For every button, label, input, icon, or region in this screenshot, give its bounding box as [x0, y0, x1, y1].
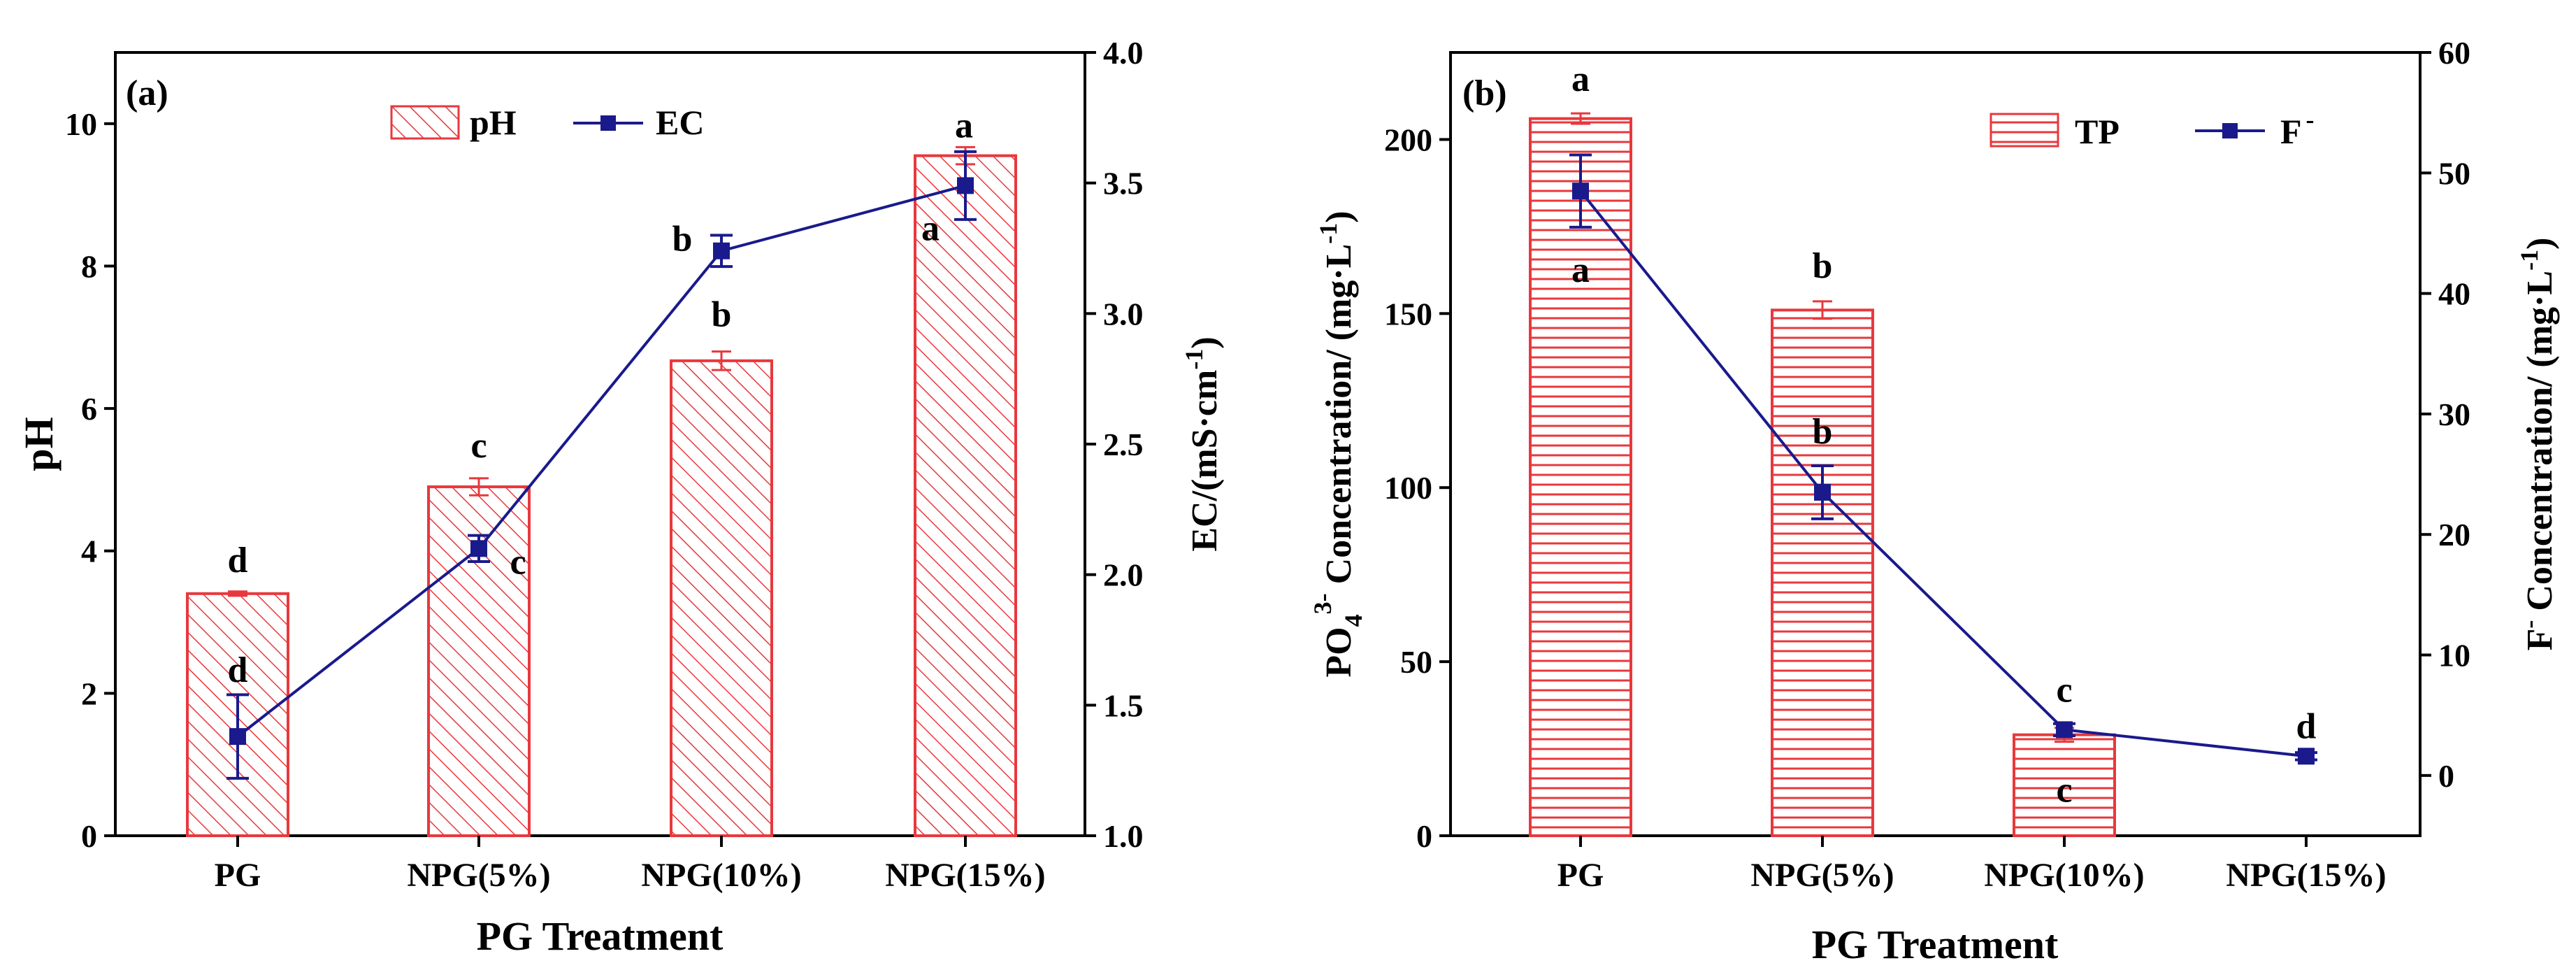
significance-letter: c [470, 426, 487, 466]
point-F--PG [1572, 183, 1589, 200]
x-tick-label: PG [1557, 857, 1604, 894]
series-line-EC [236, 184, 966, 738]
panel-a-right-axis: 1.0 1.5 2.0 2.5 3.0 3.5 4.0 [1085, 35, 1144, 854]
x-tick-label: NPG(5%) [407, 857, 550, 894]
y2-tick-label: 20 [2438, 517, 2470, 552]
bar-NPG(10%) [670, 359, 773, 837]
panel-a-left-axis: 0 2 4 6 8 10 [65, 106, 115, 854]
y-tick-label: 200 [1384, 122, 1432, 157]
y-tick-label: 0 [81, 818, 97, 854]
x-tick-label: NPG(5%) [1750, 857, 1894, 894]
y2-tick-label: 40 [2438, 276, 2470, 312]
y-tick-label: 8 [81, 248, 97, 284]
y2-tick-label: 3.5 [1103, 166, 1144, 201]
point-EC-NPG(15%) [957, 177, 974, 194]
x-tick-label: NPG(10%) [1984, 857, 2144, 894]
y2-tick-label: 3.0 [1103, 296, 1144, 331]
legend-ec-label: EC [656, 103, 704, 142]
significance-letter: a [1571, 250, 1590, 290]
legend-ph-label: pH [470, 103, 517, 142]
panel-b-y-title: PO43- Concentration/ (mg·L-1) [1309, 211, 1367, 677]
significance-letter: d [228, 541, 248, 580]
y-tick-label: 100 [1384, 470, 1432, 506]
panel-a-label: (a) [126, 73, 168, 113]
point-EC-PG [229, 728, 246, 746]
significance-letter: a [955, 106, 973, 145]
significance-letter: a [921, 208, 940, 248]
y-tick-label: 6 [81, 391, 97, 427]
panel-b-frame [1449, 51, 2422, 837]
legend-ec-marker [600, 115, 616, 131]
significance-letter: d [228, 650, 248, 690]
y2-tick-label: 4.0 [1103, 35, 1144, 71]
significance-letter: d [2296, 706, 2317, 746]
significance-letter: b [1813, 412, 1833, 452]
x-tick-label: PG [215, 857, 261, 894]
panel-b-bars [1529, 112, 2116, 838]
legend-tp-label: TP [2075, 112, 2120, 151]
panel-a-letters: d c b a d c b a [228, 106, 973, 690]
y2-tick-label: 2.5 [1103, 427, 1144, 462]
bar-NPG(15%) [914, 154, 1017, 838]
significance-letter: a [1571, 59, 1590, 99]
panel-b-letters: a b c a b c d [1571, 59, 2317, 811]
panel-a-legend: pH EC [390, 103, 704, 142]
significance-letter: c [510, 542, 526, 582]
y-tick-label: 10 [65, 106, 97, 142]
panel-a-x-title: PG Treatment [477, 913, 724, 959]
legend-f-label: F- [2280, 106, 2315, 151]
legend-f-marker [2222, 123, 2238, 138]
panel-b-right-axis: 0 10 20 30 40 50 60 [2420, 35, 2470, 794]
panel-b-y2-title: F- Concentration/ (mg·L-1) [2515, 238, 2560, 651]
panel-a-x-axis: PG NPG(5%) NPG(10%) NPG(15%) [215, 836, 1046, 894]
panel-b-x-title: PG Treatment [1812, 922, 2059, 967]
significance-letter: b [672, 220, 693, 259]
point-F--NPG(10%) [2056, 721, 2073, 739]
significance-letter: c [2056, 670, 2072, 710]
panel-b-left-axis: 0 50 100 150 200 [1384, 122, 1451, 854]
y-tick-label: 2 [81, 676, 97, 711]
point-F--NPG(5%) [1814, 483, 1831, 501]
x-tick-label: NPG(15%) [2226, 857, 2386, 894]
panel-b-x-axis: PG NPG(5%) NPG(10%) NPG(15%) [1557, 836, 2387, 894]
y2-tick-label: 50 [2438, 155, 2470, 191]
panel-a-y2-title: EC/(mS·cm-1) [1180, 336, 1225, 551]
x-tick-label: NPG(10%) [641, 857, 801, 894]
panel-a: 0 2 4 6 8 10 1.0 1.5 2.0 2.5 3.0 3.5 4.0 PG NPG(5%) N… [16, 35, 1225, 959]
panel-b-legend: TP F- [1989, 106, 2315, 151]
panel-b-line [1569, 153, 2317, 765]
y2-tick-label: 60 [2438, 35, 2470, 71]
x-tick-label: NPG(15%) [885, 857, 1045, 894]
panel-a-y-title: pH [16, 417, 62, 471]
legend-ph-swatch [390, 105, 460, 140]
panel-a-bars [186, 145, 1017, 838]
panel-b: 0 50 100 150 200 0 10 20 30 40 50 60 PG NPG(5%) NPG(… [1309, 35, 2560, 967]
legend-tp-swatch [1989, 113, 2059, 148]
y2-tick-label: 0 [2438, 758, 2454, 794]
point-F--NPG(15%) [2298, 748, 2315, 765]
panel-a-line [226, 150, 977, 780]
y-tick-label: 150 [1384, 296, 1432, 331]
y-tick-label: 50 [1400, 644, 1432, 680]
y2-tick-label: 2.0 [1103, 557, 1144, 593]
point-EC-NPG(5%) [470, 540, 487, 557]
y2-tick-label: 30 [2438, 397, 2470, 432]
point-EC-NPG(10%) [713, 242, 730, 259]
y-tick-label: 0 [1416, 818, 1432, 854]
y2-tick-label: 1.5 [1103, 687, 1144, 723]
bar-PG [1529, 117, 1632, 838]
bar-NPG(5%) [1771, 308, 1874, 838]
significance-letter: c [2056, 771, 2072, 811]
y-tick-label: 4 [81, 534, 97, 569]
significance-letter: b [712, 295, 732, 335]
panel-b-label: (b) [1462, 73, 1507, 113]
y2-tick-label: 10 [2438, 638, 2470, 673]
series-line-F- [1579, 190, 2307, 758]
significance-letter: b [1813, 246, 1833, 286]
y2-tick-label: 1.0 [1103, 818, 1144, 854]
